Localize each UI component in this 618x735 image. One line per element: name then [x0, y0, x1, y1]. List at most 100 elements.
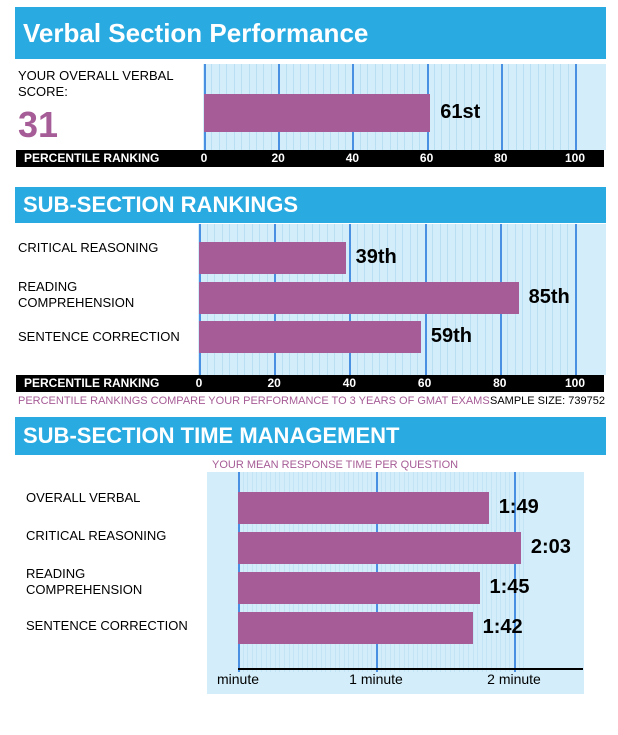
x-tick-label: 100: [564, 376, 586, 390]
minor-gridline: [529, 224, 531, 375]
category-label-line: COMPREHENSION: [18, 295, 135, 310]
overall-percentile-axis: PERCENTILE RANKING 0 20 40 60 80 100: [16, 150, 604, 167]
category-label-line: COMPREHENSION: [26, 582, 143, 597]
verbal-section-title: Verbal Section Performance: [23, 18, 369, 48]
minor-gridline: [545, 64, 547, 150]
x-tick-label: 100: [564, 151, 586, 165]
overall-axis-title: PERCENTILE RANKING: [24, 151, 160, 165]
minor-gridline: [463, 64, 465, 150]
category-label: READING COMPREHENSION: [26, 566, 206, 598]
overall-score-value: 31: [18, 104, 59, 145]
category-label-line: SENTENCE CORRECTION: [26, 618, 188, 633]
bar: [238, 572, 480, 604]
minor-gridline: [478, 64, 480, 150]
minor-gridline: [471, 64, 473, 150]
percentile-note: PERCENTILE RANKINGS COMPARE YOUR PERFORM…: [18, 395, 490, 407]
major-gridline: [514, 472, 516, 672]
minor-gridline: [493, 64, 495, 150]
bar: [199, 321, 421, 353]
x-tick-label: 0: [200, 151, 208, 165]
minor-gridline: [441, 64, 443, 150]
sub-section-rankings-chart: 39th 85th 59th: [198, 224, 606, 375]
minor-gridline: [522, 224, 524, 375]
sub-section-percentile-axis: PERCENTILE RANKING 0 20 40 60 80 100: [16, 375, 604, 392]
sub-section-rankings-title: SUB-SECTION RANKINGS: [23, 192, 299, 217]
minor-gridline: [515, 64, 517, 150]
category-label-line: CRITICAL REASONING: [18, 240, 159, 255]
x-tick-label: 80: [493, 376, 507, 390]
minor-gridline: [544, 224, 546, 375]
category-label: SENTENCE CORRECTION: [18, 329, 198, 345]
category-label-line: READING: [26, 566, 86, 581]
category-label: READING COMPREHENSION: [18, 279, 198, 311]
minor-gridline: [456, 64, 458, 150]
x-tick-label: 20: [267, 376, 281, 390]
data-label: 85th: [528, 286, 570, 308]
category-label: CRITICAL REASONING: [18, 240, 198, 256]
time-subtitle: YOUR MEAN RESPONSE TIME PER QUESTION: [212, 459, 459, 471]
x-tick-label: 2 minute: [487, 671, 541, 687]
major-gridline: [575, 224, 577, 375]
minor-gridline: [481, 472, 483, 672]
minor-gridline: [552, 64, 554, 150]
major-gridline: [575, 64, 577, 150]
minor-gridline: [518, 472, 520, 672]
time-management-title: SUB-SECTION TIME MANAGEMENT: [23, 423, 400, 448]
minor-gridline: [486, 472, 488, 672]
overall-score-label: YOUR OVERALL VERBAL SCORE:: [18, 68, 174, 99]
x-tick-label: 1 minute: [349, 671, 403, 687]
x-tick-label: 0: [195, 376, 203, 390]
bar: [238, 612, 473, 644]
data-label: 1:49: [498, 496, 539, 518]
time-management-chart: 1:49 2:03 1:45 1:42 minute 1 minute 2 minute: [207, 472, 584, 694]
minor-gridline: [567, 64, 569, 150]
minor-gridline: [500, 472, 502, 672]
minor-gridline: [448, 64, 450, 150]
minor-gridline: [552, 224, 554, 375]
data-label: 61st: [440, 101, 481, 123]
minor-gridline: [559, 224, 561, 375]
minor-gridline: [491, 472, 492, 672]
category-label: SENTENCE CORRECTION: [26, 618, 206, 634]
sub-section-axis-title: PERCENTILE RANKING: [24, 376, 160, 390]
data-label: 1:45: [489, 576, 530, 598]
minor-gridline: [504, 472, 506, 672]
sample-size: SAMPLE SIZE: 739752: [490, 395, 605, 407]
category-label-line: READING: [18, 279, 78, 294]
minor-gridline: [523, 472, 525, 672]
x-tick-label: 60: [417, 376, 432, 390]
x-tick-label: 40: [345, 151, 360, 165]
category-label-line: SENTENCE CORRECTION: [18, 329, 180, 344]
minor-gridline: [434, 64, 436, 150]
minor-gridline: [537, 64, 539, 150]
major-gridline: [500, 64, 503, 150]
bar: [199, 282, 519, 314]
x-tick-label: 40: [342, 376, 357, 390]
verbal-section-banner: Verbal Section Performance: [15, 7, 606, 59]
minor-gridline: [560, 64, 562, 150]
category-label: CRITICAL REASONING: [26, 528, 206, 544]
category-label-line: CRITICAL REASONING: [26, 528, 167, 543]
x-axis-line: [238, 668, 583, 670]
x-tick-label: 60: [419, 151, 434, 165]
data-label: 2:03: [530, 536, 571, 558]
minor-gridline: [523, 64, 525, 150]
minor-gridline: [508, 64, 510, 150]
data-label: 1:42: [482, 616, 523, 638]
category-label-line: OVERALL VERBAL: [26, 490, 141, 505]
minor-gridline: [537, 224, 539, 375]
overall-percentile-chart: 61st: [203, 64, 606, 150]
x-tick-label: minute: [216, 671, 260, 687]
minor-gridline: [485, 64, 487, 150]
x-tick-label: 80: [494, 151, 508, 165]
bar: [238, 492, 489, 524]
minor-gridline: [567, 224, 569, 375]
minor-gridline: [495, 472, 497, 672]
minor-gridline: [530, 64, 532, 150]
x-tick-label: 20: [271, 151, 285, 165]
minor-gridline: [509, 472, 511, 672]
bar: [199, 242, 346, 274]
time-management-banner: SUB-SECTION TIME MANAGEMENT: [15, 417, 606, 455]
sub-section-rankings-banner: SUB-SECTION RANKINGS: [15, 187, 606, 223]
category-label: OVERALL VERBAL: [26, 490, 206, 506]
